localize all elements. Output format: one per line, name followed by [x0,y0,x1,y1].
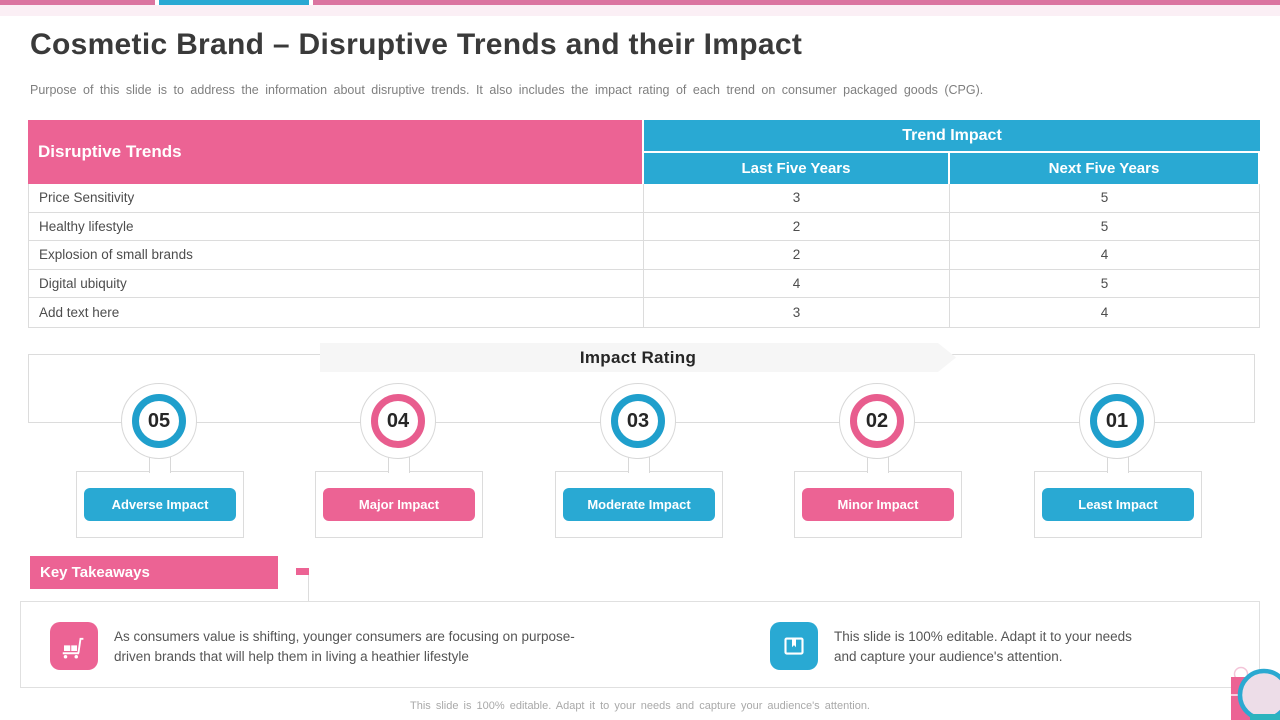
impact-item-02: 02 Minor Impact [758,383,998,548]
takeaway-item-consumers: As consumers value is shifting, younger … [50,622,576,670]
group-header-trend-impact: Trend Impact [644,120,1260,153]
table-row: Explosion of small brands 2 4 [29,241,1259,270]
rating-label: Least Impact [1042,488,1194,521]
key-takeaways-banner: Key Takeaways [30,556,278,589]
trend-cell: Add text here [29,298,644,327]
takeaway-item-editable: This slide is 100% editable. Adapt it to… [770,622,1139,670]
next-value-cell: 5 [1100,218,1109,234]
rating-circle: 01 [1079,383,1155,459]
connector-stem [388,456,410,473]
impact-item-05: 05 Adverse Impact [40,383,280,548]
rating-label: Minor Impact [802,488,954,521]
cosmetic-brand-logo [1231,666,1280,720]
next-value-cell: 5 [1100,190,1109,206]
takeaway-text: This slide is 100% editable. Adapt it to… [834,629,1132,664]
table-header-right: Trend Impact Last Five Years Next Five Y… [644,120,1260,184]
last-value-cell: 3 [644,298,950,327]
impact-rating-banner: Impact Rating [320,343,956,372]
rating-circle: 03 [600,383,676,459]
table-row: Digital ubiquity 4 5 [29,269,1259,299]
rating-label: Adverse Impact [84,488,236,521]
rating-circle: 04 [360,383,436,459]
next-value-cell: 5 [1100,276,1109,292]
rating-circle: 02 [839,383,915,459]
table-header: Disruptive Trends Trend Impact Last Five… [28,120,1260,184]
connector-stem [149,456,171,473]
rating-number: 03 [611,394,665,448]
trend-impact-table: Disruptive Trends Trend Impact Last Five… [28,120,1260,328]
last-value-cell: 3 [644,184,950,212]
col-header-next-five-years: Next Five Years [950,153,1258,184]
table-body: Price Sensitivity 3 5 Healthy lifestyle … [28,184,1260,328]
connector-stem [628,456,650,473]
rating-label: Moderate Impact [563,488,715,521]
table-row: Price Sensitivity 3 5 [29,184,1259,213]
next-value-cell: 4 [1100,305,1109,321]
connector-stem [867,456,889,473]
top-light-strip [0,5,1280,16]
col-header-disruptive-trends: Disruptive Trends [28,120,644,184]
trend-cell: Explosion of small brands [29,241,644,269]
page-title: Cosmetic Brand – Disruptive Trends and t… [30,28,803,61]
last-value-cell: 2 [644,212,950,241]
trend-cell: Price Sensitivity [29,184,644,212]
impact-item-03: 03 Moderate Impact [519,383,759,548]
table-row: Healthy lifestyle 2 5 [29,212,1259,242]
next-value-cell: 4 [1100,247,1109,263]
trend-cell: Healthy lifestyle [29,212,644,241]
rating-number: 05 [132,394,186,448]
last-value-cell: 2 [644,241,950,269]
trend-cell: Digital ubiquity [29,269,644,298]
col-header-last-five-years: Last Five Years [644,153,950,184]
takeaway-text: As consumers value is shifting, younger … [114,629,575,664]
rating-number: 04 [371,394,425,448]
impact-item-01: 01 Least Impact [998,383,1238,548]
footer-note: This slide is 100% editable. Adapt it to… [410,700,870,712]
gift-box-icon [770,622,818,670]
rating-label: Major Impact [323,488,475,521]
rating-number: 01 [1090,394,1144,448]
top-accent-bar-blue-segment [155,0,313,8]
last-value-cell: 4 [644,269,950,298]
top-accent-bar [0,0,1280,5]
impact-item-04: 04 Major Impact [279,383,519,548]
rating-number: 02 [850,394,904,448]
shopping-cart-icon [50,622,98,670]
key-takeaways-dash [296,568,309,575]
rating-circle: 05 [121,383,197,459]
table-row: Add text here 3 4 [29,298,1259,327]
impact-rating-title: Impact Rating [579,347,697,367]
key-takeaways-box [20,601,1260,688]
key-takeaways-connector [308,575,309,602]
page-subtitle: Purpose of this slide is to address the … [30,83,984,97]
connector-stem [1107,456,1129,473]
